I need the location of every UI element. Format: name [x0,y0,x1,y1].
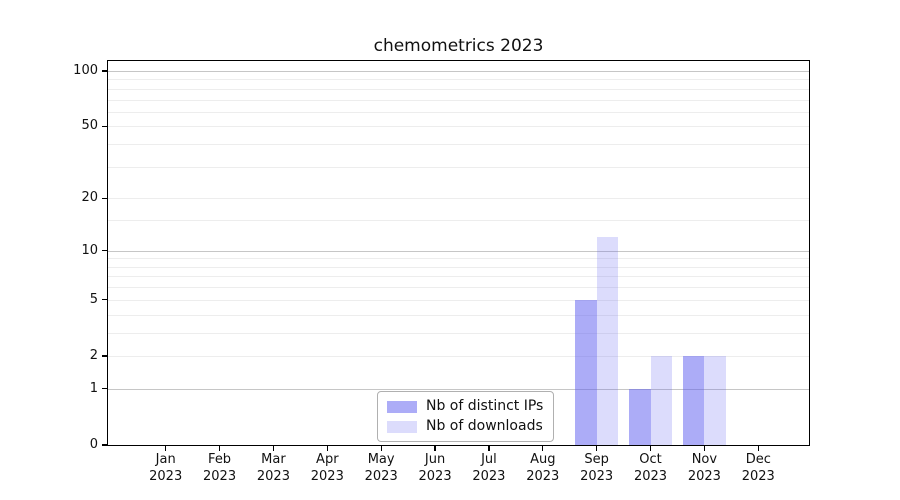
y-tick-label: 20 [81,190,98,206]
minor-gridline [108,287,809,289]
bar-oct-downloads [650,355,673,445]
x-tick-year: 2023 [149,468,183,484]
x-tick-label: Jun 2023 [403,452,467,485]
x-tick-label: Dec 2023 [726,452,790,485]
y-tick-label: 50 [81,118,98,134]
y-tick-mark [102,388,107,390]
bar-oct-distinct-ips [629,388,651,445]
x-tick-mark [380,446,382,451]
bar-sep-distinct-ips [575,299,597,445]
y-tick-label: 2 [89,347,98,363]
y-tick-mark [102,197,107,199]
bar-nov-downloads [704,355,726,445]
x-tick-label: Sep 2023 [565,452,629,485]
x-tick-mark [165,446,167,451]
x-tick-mark [703,446,705,451]
plot-area [108,61,809,445]
x-tick-mark [757,446,759,451]
x-tick-mark [272,446,275,451]
bar-sep-downloads [596,237,619,445]
x-tick-year: 2023 [633,468,668,484]
y-tick-label: 5 [89,291,98,307]
y-tick-label: 1 [89,380,98,396]
x-tick-year: 2023 [418,468,452,484]
x-tick-year: 2023 [687,468,721,484]
minor-gridline [108,276,809,278]
y-tick-label: 100 [73,63,98,78]
x-tick-mark [596,446,598,451]
minor-gridline [108,332,809,334]
major-gridline [108,299,809,301]
minor-gridline [108,266,809,268]
x-tick-year: 2023 [364,468,398,484]
legend-swatch-distinct-ips [387,400,417,413]
y-tick-mark [102,125,107,127]
x-tick-year: 2023 [526,468,560,484]
x-tick-mark [218,446,221,451]
major-gridline [108,71,809,72]
x-tick-year: 2023 [310,468,344,484]
major-gridline [108,126,809,128]
minor-gridline [108,166,809,168]
x-tick-mark [434,446,436,451]
minor-gridline [108,88,809,90]
x-tick-mark [326,446,328,451]
legend-swatch-downloads [387,420,417,433]
y-tick-label: 10 [81,242,98,258]
x-tick-mark [488,446,490,451]
x-tick-label: Jul 2023 [457,452,521,485]
x-tick-year: 2023 [203,468,237,484]
x-tick-label: Nov 2023 [672,452,736,485]
x-tick-year: 2023 [580,468,614,484]
x-tick-label: Aug 2023 [511,452,575,485]
minor-gridline [108,220,809,222]
x-tick-label: Jan 2023 [134,452,198,485]
x-tick-year: 2023 [256,468,290,484]
legend-label: Nb of distinct IPs [426,398,544,414]
major-gridline [108,250,809,252]
x-tick-year: 2023 [741,468,775,484]
x-tick-label: Feb 2023 [188,452,252,485]
y-tick-mark [102,444,107,446]
minor-gridline [108,79,809,81]
legend-item-downloads: Nb of downloads [387,419,543,434]
x-tick-label: Oct 2023 [619,452,683,485]
x-tick-label: May 2023 [349,452,413,485]
y-tick-mark [102,250,107,252]
major-gridline [108,198,809,200]
legend-label: Nb of downloads [426,418,543,434]
minor-gridline [108,314,809,316]
y-tick-mark [102,70,107,72]
x-tick-year: 2023 [472,468,506,484]
minor-gridline [108,99,809,101]
major-gridline [108,355,809,357]
y-tick-mark [102,299,107,301]
minor-gridline [108,144,809,146]
x-tick-label: Mar 2023 [241,452,305,485]
y-tick-mark [102,355,107,357]
minor-gridline [108,111,809,113]
legend: Nb of distinct IPs Nb of downloads [377,391,555,442]
y-tick-label: 0 [89,437,98,452]
chart-title: chemometrics 2023 [373,36,544,56]
legend-item-distinct-ips: Nb of distinct IPs [387,399,543,414]
minor-gridline [108,258,809,260]
bar-nov-distinct-ips [682,355,705,445]
major-gridline [108,388,809,390]
x-tick-label: Apr 2023 [295,452,359,485]
x-tick-mark [649,446,652,451]
x-tick-mark [542,446,544,451]
